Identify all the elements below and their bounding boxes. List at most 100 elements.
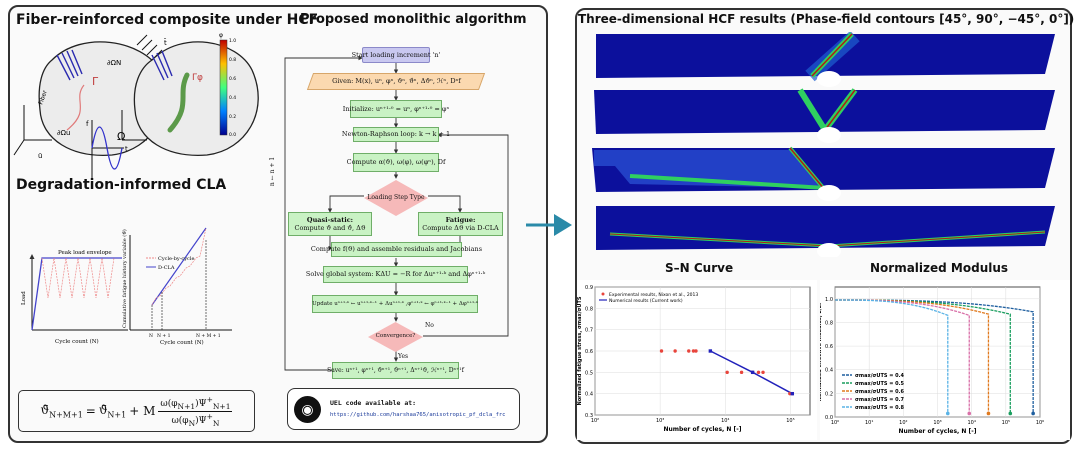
legend-entry: σmax/σUTS = 0.5	[855, 381, 905, 387]
x-tick-label: 10³	[656, 418, 664, 424]
peak-load-label: Peak load envelope	[58, 250, 112, 256]
github-icon[interactable]: ◉	[294, 396, 321, 423]
y-axis-label: Normalized effective modulus, E/E₀	[820, 303, 823, 402]
dOmegau-label: ∂Ωu	[57, 129, 70, 137]
experimental-point	[761, 370, 765, 375]
legend-numerical: Numerical results (Current work)	[609, 298, 683, 304]
results-title: Three-dimensional HCF results (Phase-fie…	[578, 12, 1075, 26]
x-axis-label: Number of cycles, N [-]	[664, 426, 742, 433]
x-tick-label: 10³	[933, 420, 941, 426]
legend-dcla: D-CLA	[158, 265, 175, 271]
colorbar-symbol: φ	[219, 32, 223, 39]
flow-arrow-icon	[526, 214, 572, 236]
legend-entry: σmax/σUTS = 0.6	[855, 389, 905, 395]
y-tick-label: 0.8	[825, 320, 833, 326]
code-url-link[interactable]: https://github.com/harshaa765/anisotropi…	[330, 412, 506, 418]
quasi-static-body: Compute ϑ and ϑ̇, Δϑ	[294, 224, 366, 232]
formula-plus-m: + M	[129, 404, 156, 418]
composite-title: Fiber-reinforced composite under HCF	[16, 12, 319, 28]
code-title: UEL code available at:	[330, 399, 417, 407]
normalized-modulus-chart: 10⁰ 10¹ 10² 10³ 10⁴ 10⁵ 10⁶0.00.20.40.60.81.0N…	[820, 280, 1070, 440]
failure-marker	[967, 411, 972, 416]
t-bar-label: t̄	[164, 38, 167, 47]
formula-fraction: ω(φN+1)Ψ+N+1 ω(φN)Ψ+N	[158, 394, 233, 428]
x-tick-label: 10⁰	[831, 420, 839, 426]
load-sine-wave	[91, 120, 124, 178]
x-tick-label: 10⁵	[1002, 420, 1010, 426]
compute-degradation-box: Compute α(ϑ), ω(φ), ω(φⁿ), Df	[347, 153, 445, 172]
y-tick-label: 0.7	[585, 328, 593, 334]
y-tick-label: 0.3	[585, 413, 593, 419]
legend-entry: σmax/σUTS = 0.7	[855, 397, 905, 403]
legend-entry: σmax/σUTS = 0.4	[855, 373, 905, 379]
gamma-phi-label: Γφ	[192, 73, 203, 83]
axes-triad-right	[121, 110, 147, 141]
sn-curve-chart: 10² 10³ 10⁴ 10⁵ 0.3 0.4 0.5 0.6 0.7 0.8 0.9 Number …	[577, 280, 817, 440]
phase-field-colorbar	[219, 39, 228, 136]
x-tick-label: 10²	[899, 420, 907, 426]
colorbar-tick: 0.2	[229, 114, 236, 120]
failure-marker	[986, 411, 991, 416]
quasi-static-box: Quasi-static: Compute ϑ and ϑ̇, Δϑ	[288, 212, 372, 236]
solve-system-box: Solve global system: KΔU = −R for Δuⁿ⁺¹·…	[306, 266, 485, 283]
domain-undamaged	[38, 34, 166, 156]
u-bar-label: ū	[38, 152, 42, 160]
fatigue-body: Compute Δϑ via D-CLA	[422, 224, 499, 232]
y-tick-label: 0.4	[585, 392, 593, 398]
legend-experimental: Experimental results, Nixon et al., 2013	[609, 292, 698, 298]
cla-history-plot	[129, 227, 232, 331]
experimental-point	[687, 349, 691, 353]
contour-0deg	[596, 206, 1055, 257]
legend-marker-experimental	[601, 292, 605, 296]
load-axis-label: f	[86, 120, 89, 128]
tick-n1: N + 1	[157, 333, 171, 339]
loop-label: n ← n + 1	[269, 156, 277, 187]
x-tick-label: 10²	[591, 418, 599, 424]
experimental-point	[756, 370, 761, 375]
experimental-point	[673, 349, 677, 353]
y-tick-label: 0.0	[825, 415, 833, 421]
contour-90deg	[594, 88, 1055, 143]
y-axis-label: Normalized fatigue stress, σmax/σUTS	[577, 296, 583, 405]
tick-nm1: N + M + 1	[196, 333, 221, 339]
y-tick-label: 1.0	[825, 297, 833, 303]
numerical-point	[750, 370, 755, 375]
colorbar-tick: 1.0	[229, 38, 236, 44]
y-tick-label: 0.4	[825, 368, 833, 374]
fatigue-box: Fatigue: Compute Δϑ via D-CLA	[418, 212, 503, 236]
contour-45deg	[596, 32, 1055, 87]
axes-triad-left	[13, 105, 52, 156]
formula-term1: ϑ̄N+1	[98, 402, 127, 420]
tick-n: N	[149, 333, 153, 339]
load-ylabel: Load	[21, 291, 27, 305]
fatigue-title: Fatigue:	[445, 215, 476, 224]
load-xlabel: Cycle count (N)	[55, 338, 99, 345]
experimental-point	[725, 370, 729, 375]
initialize-box: Initialize: uⁿ⁺¹·⁰ = uⁿ, φⁿ⁺¹·⁰ = φⁿ	[343, 100, 449, 118]
x-tick-label: 10¹	[865, 420, 873, 426]
load-plot	[29, 254, 128, 331]
time-axis-label: t	[125, 145, 128, 153]
x-tick-label: 10⁶	[1036, 420, 1044, 426]
start-increment-box: Start loading increment 'n'	[352, 47, 440, 63]
legend-entry: σmax/σUTS = 0.8	[855, 405, 905, 411]
x-tick-label: 10⁴	[967, 420, 975, 426]
colorbar-tick: 0.4	[229, 95, 236, 101]
cla-plots: Peak load envelope Load Cycle count (N) …	[21, 227, 232, 346]
normalized-modulus-title: Normalized Modulus	[870, 261, 1009, 275]
assemble-box: Compute f(ϑ) and assemble residuals and …	[311, 242, 482, 257]
y-tick-label: 0.6	[825, 344, 833, 350]
failure-marker	[1008, 411, 1013, 416]
y-tick-label: 0.2	[825, 391, 833, 397]
x-axis-label: Number of cycles, N [-]	[899, 428, 977, 435]
code-availability-box[interactable]: ◉ UEL code available at: https://github.…	[287, 388, 520, 430]
dcla-formula-box: ϑ̄N+M+1 = ϑ̄N+1 + M ω(φN+1)Ψ+N+1 ω(φN)Ψ+…	[18, 390, 255, 432]
formula-eq: =	[85, 404, 96, 418]
newton-raphson-box: Newton-Raphson loop: k → k + 1	[342, 127, 450, 142]
experimental-point	[691, 349, 696, 353]
x-tick-label: 10⁵	[786, 418, 794, 424]
quasi-static-title: Quasi-static:	[306, 215, 354, 224]
no-label: No	[425, 322, 434, 329]
composite-domain-diagram: Γ Ω ∂ΩN ∂Ωu Fiber ū t̄ f t Γφ φ 1.0 0.8 …	[13, 32, 259, 178]
flowchart-title: Proposed monolithic algorithm	[300, 12, 527, 27]
